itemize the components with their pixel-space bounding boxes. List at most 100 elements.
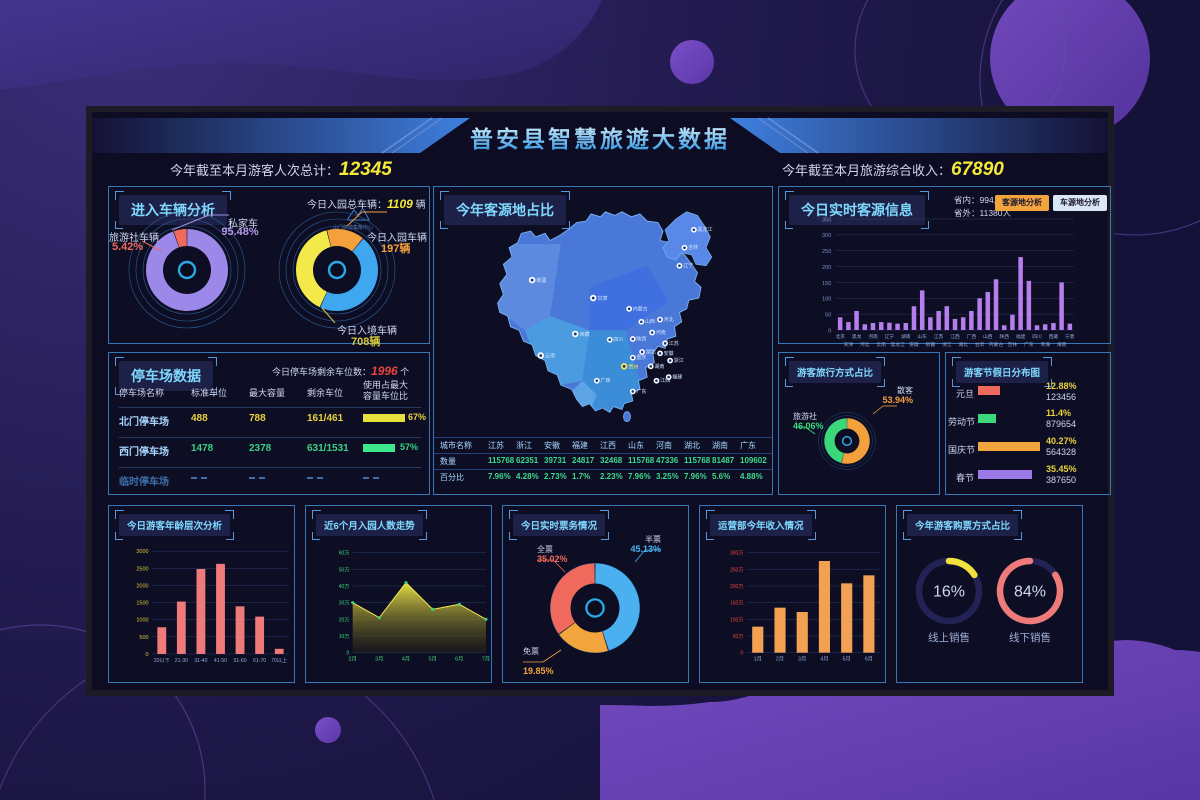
svg-text:250: 250: [822, 249, 831, 255]
svg-text:天津: 天津: [844, 341, 854, 348]
svg-text:10万: 10万: [339, 634, 350, 640]
svg-text:新疆: 新疆: [536, 277, 546, 284]
svg-text:50万: 50万: [339, 567, 350, 573]
svg-text:宁夏: 宁夏: [1065, 333, 1075, 340]
svg-text:黑龙: 黑龙: [852, 333, 862, 340]
svg-text:安徽: 安徽: [909, 341, 919, 348]
svg-text:陕西: 陕西: [636, 335, 646, 342]
svg-text:70以上: 70以上: [271, 656, 287, 664]
svg-text:2500: 2500: [136, 566, 148, 572]
svg-text:0: 0: [145, 652, 148, 658]
svg-text:湖北: 湖北: [958, 341, 968, 348]
svg-text:20万: 20万: [339, 617, 350, 623]
svg-text:5月: 5月: [843, 656, 851, 663]
svg-text:7月: 7月: [482, 656, 490, 663]
svg-text:45.13%: 45.13%: [630, 544, 661, 554]
svg-text:广东: 广东: [636, 388, 646, 395]
svg-text:31-40: 31-40: [194, 658, 207, 664]
svg-text:北京: 北京: [835, 333, 845, 340]
svg-text:江苏: 江苏: [934, 333, 944, 340]
svg-text:云南: 云南: [545, 353, 555, 360]
svg-text:16%: 16%: [933, 584, 965, 601]
svg-text:江西: 江西: [950, 333, 960, 340]
svg-text:辽宁: 辽宁: [885, 333, 895, 340]
svg-text:2月: 2月: [776, 656, 784, 663]
svg-text:安徽: 安徽: [664, 350, 674, 357]
svg-text:四川: 四川: [1032, 334, 1042, 340]
svg-text:41-50: 41-50: [214, 658, 227, 664]
svg-text:山东: 山东: [917, 333, 927, 340]
svg-text:重庆: 重庆: [636, 354, 646, 361]
svg-text:河北: 河北: [664, 316, 674, 323]
svg-text:江苏: 江苏: [669, 340, 679, 347]
svg-text:福建: 福建: [1016, 333, 1026, 340]
svg-text:300万: 300万: [730, 551, 743, 557]
svg-text:西藏: 西藏: [1049, 333, 1059, 340]
svg-text:辽宁: 辽宁: [683, 262, 693, 269]
svg-text:山西: 山西: [983, 333, 993, 340]
svg-text:6月: 6月: [865, 656, 873, 663]
svg-text:河南: 河南: [656, 329, 666, 336]
svg-text:0: 0: [828, 328, 831, 334]
svg-text:广西: 广西: [967, 333, 977, 340]
svg-text:2000: 2000: [136, 584, 148, 590]
svg-text:6月: 6月: [455, 656, 463, 663]
svg-text:河北: 河北: [860, 341, 870, 348]
svg-text:青海: 青海: [1040, 341, 1050, 348]
svg-text:40万: 40万: [339, 584, 350, 590]
svg-text:84%: 84%: [1014, 584, 1046, 601]
svg-text:黑龙江: 黑龙江: [890, 341, 905, 348]
svg-text:150万: 150万: [730, 601, 743, 607]
svg-text:3000: 3000: [136, 549, 148, 555]
svg-text:半票: 半票: [645, 534, 661, 544]
svg-text:20以下: 20以下: [154, 657, 170, 664]
svg-text:四川: 四川: [613, 337, 623, 343]
svg-text:51-60: 51-60: [234, 658, 247, 664]
svg-text:浙江: 浙江: [674, 357, 684, 364]
svg-text:100: 100: [822, 297, 831, 303]
svg-text:内蒙古: 内蒙古: [633, 305, 648, 312]
svg-text:浙江: 浙江: [942, 341, 952, 348]
svg-text:50万: 50万: [733, 634, 744, 640]
svg-text:100万: 100万: [730, 617, 743, 623]
svg-text:线下销售: 线下销售: [1009, 631, 1051, 644]
svg-text:0: 0: [741, 651, 744, 657]
svg-text:300: 300: [822, 233, 831, 239]
svg-text:21-30: 21-30: [175, 658, 188, 664]
svg-text:线上销售: 线上销售: [928, 631, 970, 644]
svg-text:4月: 4月: [820, 656, 828, 663]
svg-text:黑龙江: 黑龙江: [697, 226, 712, 233]
svg-text:3月: 3月: [798, 656, 806, 663]
svg-text:150: 150: [822, 281, 831, 287]
svg-text:全票: 全票: [537, 544, 553, 554]
svg-text:湖南: 湖南: [654, 363, 664, 370]
svg-text:西藏: 西藏: [580, 331, 590, 338]
svg-text:湖南: 湖南: [901, 333, 911, 340]
svg-text:广东: 广东: [1024, 341, 1034, 348]
svg-text:250万: 250万: [730, 567, 743, 573]
svg-text:30万: 30万: [339, 601, 350, 607]
svg-text:0: 0: [347, 651, 350, 657]
svg-text:35.02%: 35.02%: [537, 554, 568, 564]
svg-text:旅游社: 旅游社: [793, 411, 817, 421]
svg-text:甘肃: 甘肃: [598, 295, 608, 302]
svg-text:免票: 免票: [523, 646, 539, 656]
svg-text:福建: 福建: [672, 374, 682, 381]
svg-text:贵州: 贵州: [628, 363, 638, 370]
svg-text:海南: 海南: [1057, 341, 1067, 348]
svg-text:53.94%: 53.94%: [882, 395, 913, 405]
svg-text:吉林: 吉林: [688, 244, 698, 251]
svg-text:60万: 60万: [339, 551, 350, 557]
svg-text:46.06%: 46.06%: [793, 421, 824, 431]
svg-text:吉林: 吉林: [1008, 341, 1018, 348]
svg-text:陕西: 陕西: [999, 333, 1009, 340]
svg-text:云南: 云南: [876, 341, 886, 348]
svg-text:200万: 200万: [730, 584, 743, 590]
svg-text:内蒙古: 内蒙古: [989, 341, 1004, 348]
svg-text:1000: 1000: [136, 618, 148, 624]
svg-text:广西: 广西: [600, 377, 610, 384]
svg-text:新疆: 新疆: [926, 341, 936, 348]
svg-text:19.85%: 19.85%: [523, 666, 554, 676]
svg-text:湖北: 湖北: [646, 348, 656, 355]
svg-text:200: 200: [822, 265, 831, 271]
